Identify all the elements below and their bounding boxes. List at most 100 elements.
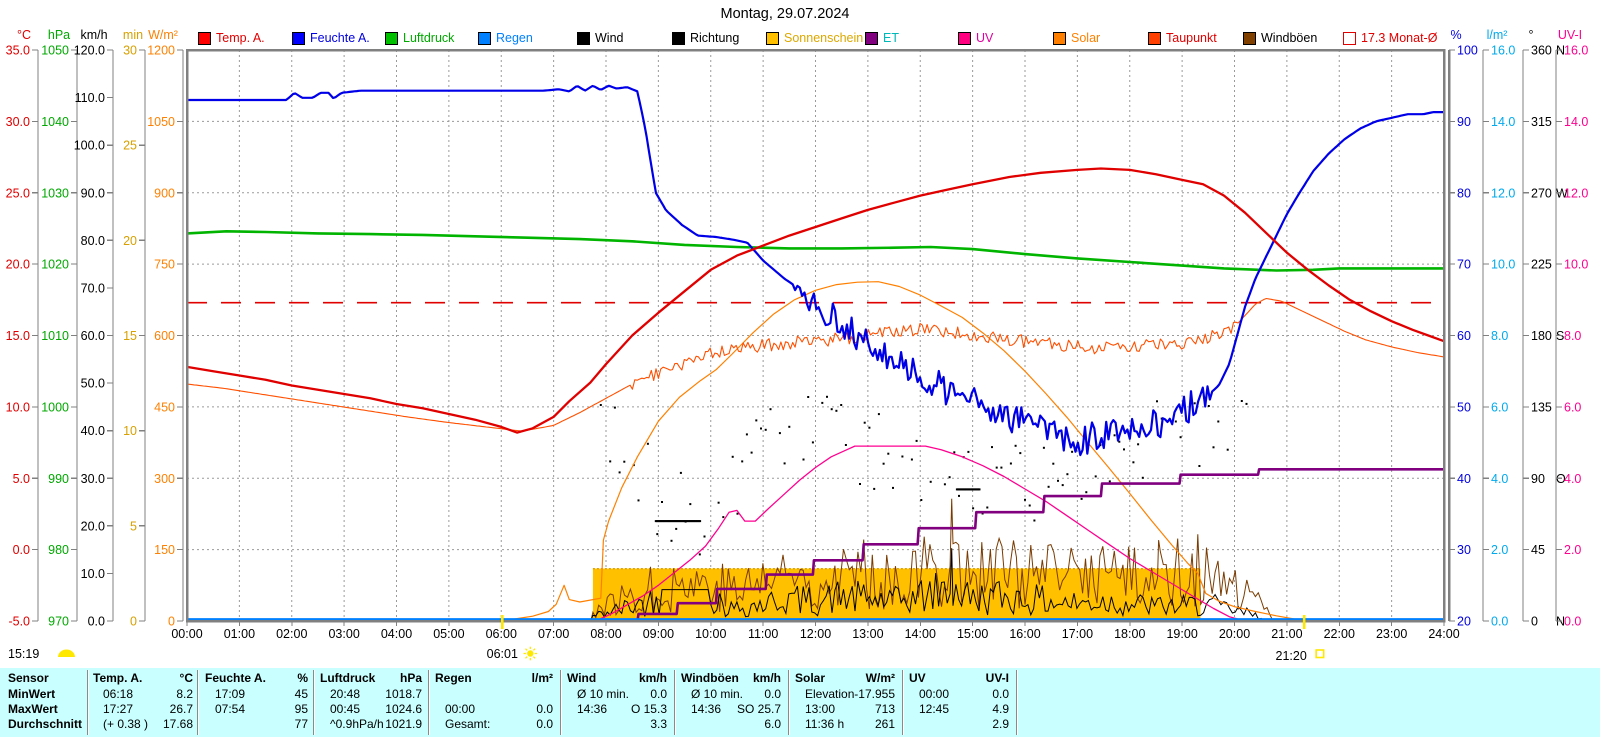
svg-text:0: 0 <box>1531 615 1538 629</box>
legend-color-box <box>1148 31 1161 45</box>
svg-text:20: 20 <box>1457 615 1471 629</box>
svg-text:0.0: 0.0 <box>1491 615 1508 629</box>
series-wind <box>590 548 1270 622</box>
col-header-regen: Regen <box>435 671 472 685</box>
sunrise-time-label: 06:01 <box>487 647 518 661</box>
x-tick-label: 08:00 <box>590 627 621 641</box>
svg-text:180: 180 <box>1531 329 1552 343</box>
svg-text:750: 750 <box>154 258 175 272</box>
axis-unit-min: min <box>122 28 144 42</box>
stat-time: 06:18 <box>103 687 134 701</box>
stat-value: O 15.3 <box>630 702 667 716</box>
col-header-wind: Wind <box>567 671 597 685</box>
legend-color-box <box>672 31 685 45</box>
svg-text:30.0: 30.0 <box>6 115 30 129</box>
svg-text:360: 360 <box>1531 44 1552 58</box>
stat-time: 14:36 <box>691 702 722 716</box>
x-tick-label: 16:00 <box>1009 627 1040 641</box>
stat-value: SO 25.7 <box>736 702 781 716</box>
table-divider <box>197 670 198 735</box>
svg-text:315: 315 <box>1531 115 1552 129</box>
legend-color-box <box>478 31 491 45</box>
legend-item-luftdruck: Luftdruck <box>385 31 454 45</box>
svg-text:20.0: 20.0 <box>6 258 30 272</box>
x-tick-label: 07:00 <box>538 627 569 641</box>
series-et <box>600 467 1444 623</box>
stat-time: 07:54 <box>215 702 246 716</box>
svg-text:20.0: 20.0 <box>81 519 105 533</box>
x-tick-label: 00:00 <box>171 627 202 641</box>
svg-text:1030: 1030 <box>41 186 69 200</box>
legend-item-wind: Wind <box>577 31 623 45</box>
axis-unit-hPa: hPa <box>47 28 71 42</box>
axis-unit-°: ° <box>1528 28 1534 42</box>
axis-Wm: 1200 1050 900 750 600 450 300 150 0 <box>147 44 184 629</box>
svg-text:45: 45 <box>1531 543 1545 557</box>
svg-text:270: 270 <box>1531 186 1552 200</box>
series-uv <box>595 445 1246 622</box>
series-richtung-dots <box>599 395 1248 556</box>
x-tick-label: 18:00 <box>1114 627 1145 641</box>
svg-text:4.0: 4.0 <box>1491 472 1508 486</box>
stat-value: 0.0 <box>992 687 1009 701</box>
svg-text:2.0: 2.0 <box>1564 543 1581 557</box>
sunset-time-label: 21:20 <box>1276 649 1307 663</box>
axis-%: 100 90 80 70 60 50 40 30 20 <box>1448 44 1478 629</box>
svg-text:120.0: 120.0 <box>74 44 105 58</box>
axis-unit-%: % <box>1450 28 1462 42</box>
row-label-sensor: Sensor <box>8 671 49 685</box>
stat-value: 1024.6 <box>385 702 422 716</box>
svg-text:50.0: 50.0 <box>81 377 105 391</box>
chart-canvas: 35.030.025.020.015.010.05.00.0-5.0105010… <box>6 44 1589 664</box>
svg-text:225: 225 <box>1531 258 1552 272</box>
legend-item-solar: Solar <box>1053 31 1100 45</box>
stat-value: 95 <box>294 702 308 716</box>
svg-text:60.0: 60.0 <box>81 329 105 343</box>
svg-text:0.0: 0.0 <box>88 615 105 629</box>
legend-label: ET <box>883 31 899 45</box>
legend-color-box <box>1243 31 1256 45</box>
axis-unit-Wm: W/m² <box>148 28 178 42</box>
svg-text:90: 90 <box>1457 115 1471 129</box>
stat-value: 26.7 <box>169 702 193 716</box>
legend-label: Solar <box>1071 31 1101 45</box>
svg-text:0: 0 <box>168 615 175 629</box>
stat-time: Ø 10 min. <box>577 687 630 701</box>
svg-text:80: 80 <box>1457 186 1471 200</box>
svg-text:40.0: 40.0 <box>81 424 105 438</box>
axis-unit-UVI: UV-I <box>1557 28 1583 42</box>
svg-text:50: 50 <box>1457 400 1471 414</box>
x-tick-label: 12:00 <box>800 627 831 641</box>
table-divider <box>902 670 903 735</box>
stat-time: (+ 0.38 ) <box>103 717 149 731</box>
legend-color-box <box>292 31 305 45</box>
svg-text:20: 20 <box>123 234 137 248</box>
axis-min: 30 25 20 15 10 5 0 <box>123 44 146 629</box>
svg-text:600: 600 <box>154 329 175 343</box>
stat-time: 00:00 <box>445 702 476 716</box>
page-title: Montag, 29.07.2024 <box>720 6 850 22</box>
legend-color-box <box>865 31 878 45</box>
series-temp-a- <box>186 167 1445 434</box>
x-tick-label: 19:00 <box>1166 627 1197 641</box>
moonrise-time-label: 15:19 <box>8 647 39 661</box>
svg-text:35.0: 35.0 <box>6 44 30 58</box>
x-tick-label: 09:00 <box>643 627 674 641</box>
row-label-maxwert: MaxWert <box>8 702 58 716</box>
legend-label: Feuchte A. <box>310 31 370 45</box>
stat-value: 77 <box>294 717 308 731</box>
col-header-uv: UV <box>909 671 926 685</box>
x-tick-label: 04:00 <box>381 627 412 641</box>
x-tick-label: 11:00 <box>748 627 778 641</box>
stat-time: 11:36 h <box>805 717 845 731</box>
stat-value: 0.0 <box>536 717 553 731</box>
col-header-windb-en: Windböen <box>681 671 739 685</box>
legend-item-feuchte-a-: Feuchte A. <box>292 31 370 45</box>
legend-label: UV <box>976 31 994 45</box>
table-divider <box>674 670 675 735</box>
table-divider <box>560 670 561 735</box>
svg-text:1200: 1200 <box>147 44 175 58</box>
stat-value: 6.0 <box>764 717 781 731</box>
table-divider <box>87 670 88 735</box>
svg-text:16.0: 16.0 <box>1491 44 1515 58</box>
